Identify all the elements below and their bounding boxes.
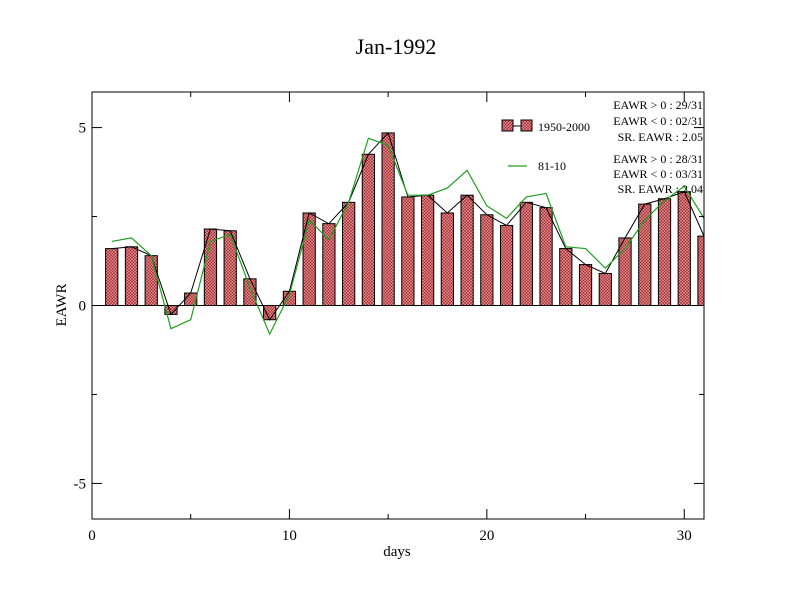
x-tick-label: 10 [282,528,297,544]
line-81-10 [111,137,704,336]
bar-1950-2000 [124,246,139,307]
bar-1950-2000 [677,191,691,306]
bar-1950-2000 [361,153,376,306]
bar-1950-2000 [105,248,119,306]
bar-1950-2000 [499,224,514,306]
stats-1950-2000: EAWR > 0 : 29/31 [613,98,703,112]
bar-1950-2000 [401,196,415,307]
x-tick-label: 0 [88,528,96,544]
y-tick-label: 5 [79,121,87,137]
legend-bar-swatch [501,119,514,132]
chart-title: Jan-1992 [356,34,437,59]
legend: 1950-2000 81-10 EAWR > 0 : 29/31 EAWR < 0 :… [501,98,703,196]
stats-1950-2000: EAWR < 0 : 02/31 [613,114,703,128]
bar-1950-2000 [420,194,435,306]
y-axis-label: EAWR [54,284,70,327]
stats-81-10: SR. EAWR : 2.04 [618,182,703,196]
legend-bar-swatch [520,119,533,132]
x-tick-label: 30 [677,528,692,544]
axes: 0 10 20 30 -5 0 5 [74,92,704,544]
bar-1950-2000 [598,272,612,307]
bar-1950-2000 [302,212,316,307]
bar-1950-2000 [578,264,593,306]
bar-1950-2000 [480,214,494,306]
bar-1950-2000 [519,201,533,306]
stats-1950-2000: SR. EAWR : 2.05 [618,130,703,144]
plot-area [92,131,704,336]
x-axis-label: days [383,544,411,560]
bar-1950-2000 [243,278,257,306]
bar-1950-2000 [144,255,158,306]
y-tick-label: -5 [74,476,87,492]
stats-81-10: EAWR < 0 : 03/31 [613,167,703,181]
y-tick-label: 0 [79,299,87,315]
bar-1950-2000 [460,194,474,306]
legend-bar-label: 1950-2000 [538,120,590,134]
bar-1950-2000 [697,235,704,306]
bar-1950-2000 [263,305,277,321]
x-tick-label: 20 [479,528,494,544]
bar-1950-2000 [559,248,573,306]
bar-1950-2000 [342,201,356,306]
bar-outline-line [111,131,704,321]
bar-1950-2000 [539,207,553,306]
bar-1950-2000 [381,132,395,306]
bar-1950-2000 [440,212,454,307]
stats-81-10: EAWR > 0 : 28/31 [613,152,703,166]
bar-1950-2000 [657,198,672,306]
legend-line-label: 81-10 [538,159,566,173]
